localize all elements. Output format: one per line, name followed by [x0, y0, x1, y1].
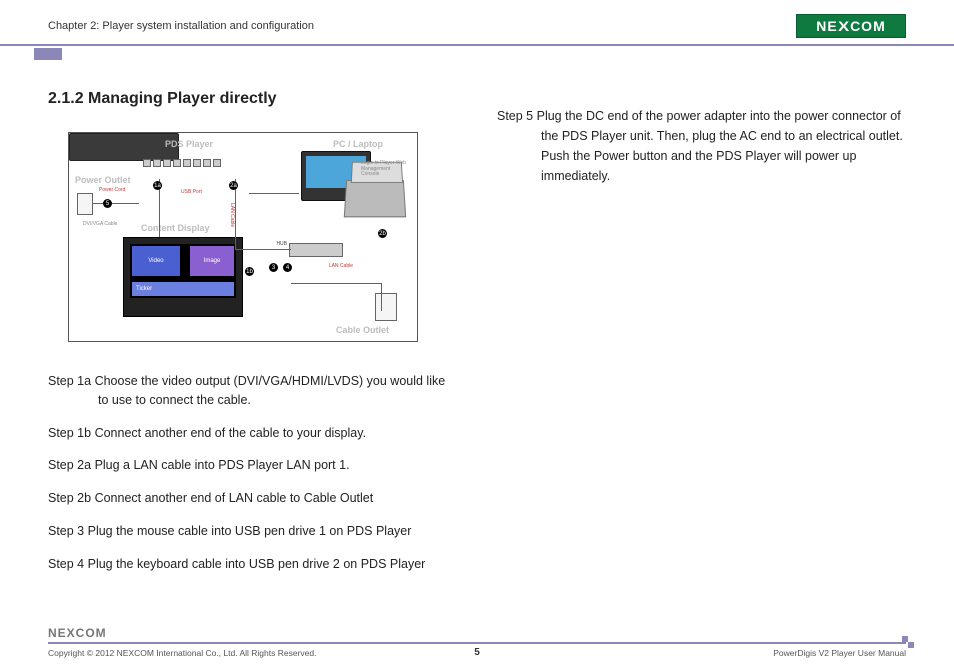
diagram-laptop [344, 180, 406, 217]
step-1b: Step 1b Connect another end of the cable… [48, 424, 457, 443]
diagram-tv-video: Video [132, 246, 180, 276]
page-content: 2.1.2 Managing Player directly PDS Playe… [0, 46, 954, 587]
callout-3: 3 [269, 263, 278, 272]
diagram-line [381, 283, 382, 311]
diagram-login-note: Login to Player Web Management Console [361, 161, 409, 178]
step-2b: Step 2b Connect another end of LAN cable… [48, 489, 457, 508]
section-number: 2.1.2 [48, 90, 84, 107]
step-1a: Step 1a Choose the video output (DVI/VGA… [48, 372, 457, 410]
diagram-hub-label: HUB [276, 241, 287, 247]
corner-mark-icon [902, 636, 914, 648]
left-column: 2.1.2 Managing Player directly PDS Playe… [48, 90, 457, 587]
diagram-line [249, 193, 299, 194]
diagram-label-power: Power Outlet [75, 175, 131, 185]
diagram-wall-outlet [77, 193, 93, 215]
diagram-line [235, 249, 291, 250]
diagram-line [291, 283, 381, 284]
diagram-hub [289, 243, 343, 257]
right-column: Step 5 Plug the DC end of the power adap… [497, 90, 906, 587]
diagram-pds-box [69, 133, 179, 161]
diagram-dvivga-label: DVI/VGA Cable [83, 221, 117, 227]
page-tab-marker [34, 48, 62, 60]
connection-diagram: PDS Player PC / Laptop Power Outlet Cont… [68, 132, 418, 342]
diagram-pds-ports [143, 159, 245, 171]
diagram-line [93, 203, 139, 204]
section-heading: Managing Player directly [88, 90, 277, 107]
copyright-text: Copyright © 2012 NEXCOM International Co… [48, 648, 316, 658]
page-header: Chapter 2: Player system installation an… [0, 0, 954, 46]
diagram-label-pds: PDS Player [165, 139, 213, 149]
section-title: 2.1.2 Managing Player directly [48, 90, 457, 108]
diagram-powercord-label: Power Cord [99, 187, 125, 193]
diagram-label-pc: PC / Laptop [333, 139, 383, 149]
brand-logo-top: NEXCOM [796, 14, 906, 38]
diagram-usb-label: USB Port [181, 189, 202, 195]
callout-5: 5 [103, 199, 112, 208]
page-number: 5 [474, 647, 480, 658]
diagram-label-cable: Cable Outlet [336, 325, 389, 335]
steps-left: Step 1a Choose the video output (DVI/VGA… [48, 372, 457, 573]
callout-2a: 2a [229, 181, 238, 190]
footer-bar: Copyright © 2012 NEXCOM International Co… [48, 642, 906, 658]
chapter-title: Chapter 2: Player system installation an… [48, 20, 314, 32]
diagram-tv-image: Image [190, 246, 234, 276]
callout-1b: 1b [245, 267, 254, 276]
step-5: Step 5 Plug the DC end of the power adap… [497, 106, 906, 186]
step-3: Step 3 Plug the mouse cable into USB pen… [48, 522, 457, 541]
step-2a: Step 2a Plug a LAN cable into PDS Player… [48, 456, 457, 475]
diagram-lan-label: LAN Cable [329, 263, 353, 269]
callout-1a: 1a [153, 181, 162, 190]
brand-text: NEXCOM [816, 18, 885, 34]
brand-logo-bottom: NEXCOM [48, 626, 906, 640]
callout-4: 4 [283, 263, 292, 272]
diagram-tv-screen: Video Image Ticker [130, 244, 236, 298]
diagram-label-display: Content Display [141, 223, 210, 233]
step-4: Step 4 Plug the keyboard cable into USB … [48, 555, 457, 574]
diagram-tv: Video Image Ticker [123, 237, 243, 317]
diagram-cable-plate [375, 293, 397, 321]
doc-title: PowerDigis V2 Player User Manual [773, 648, 906, 658]
page-footer: NEXCOM Copyright © 2012 NEXCOM Internati… [48, 626, 906, 658]
diagram-tv-ticker: Ticker [132, 282, 234, 296]
callout-2b: 2b [378, 229, 387, 238]
